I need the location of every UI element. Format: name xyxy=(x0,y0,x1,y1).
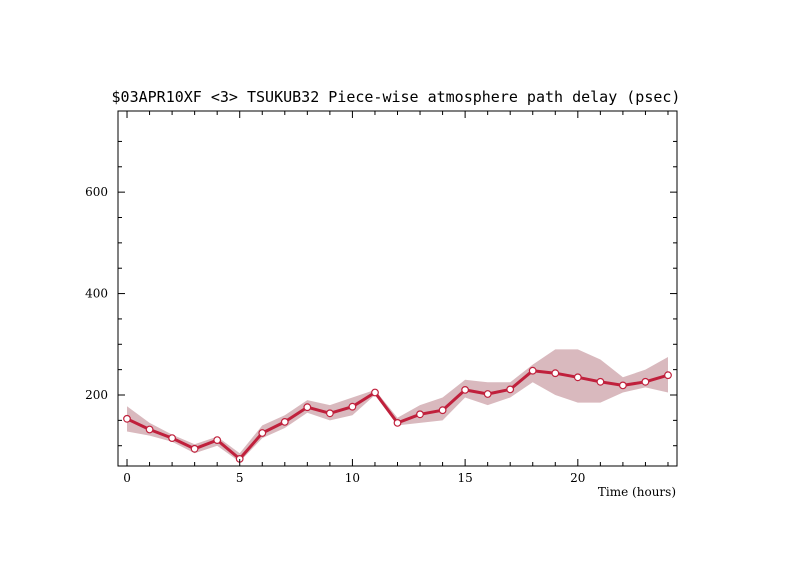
data-point xyxy=(371,388,379,397)
data-point xyxy=(664,371,672,380)
data-point xyxy=(528,366,537,375)
data-point xyxy=(438,406,447,415)
data-points xyxy=(123,366,672,463)
x-tick-label: 0 xyxy=(123,471,131,485)
chart-title: $03APR10XF <3> TSUKUB32 Piece-wise atmos… xyxy=(112,88,681,106)
data-point xyxy=(348,402,357,411)
data-point xyxy=(619,381,627,390)
x-tick-label: 20 xyxy=(570,471,585,485)
data-point xyxy=(596,377,605,386)
plot-frame xyxy=(117,110,678,467)
data-point xyxy=(416,410,424,419)
data-point xyxy=(641,377,650,386)
x-tick-labels: 0 5 10 15 20 xyxy=(123,471,585,485)
y-tick-label: 600 xyxy=(85,185,108,199)
x-tick-label: 15 xyxy=(457,471,472,485)
data-point xyxy=(145,425,154,434)
y-tick-label: 400 xyxy=(85,287,108,301)
data-point xyxy=(280,418,289,426)
data-point xyxy=(213,436,222,445)
axis-ticks xyxy=(118,111,677,466)
data-point xyxy=(168,434,177,443)
data-point xyxy=(461,386,470,394)
data-point xyxy=(573,373,582,382)
data-point xyxy=(326,409,334,418)
data-point xyxy=(303,403,312,412)
data-point xyxy=(258,429,267,437)
data-point xyxy=(393,419,402,427)
x-tick-label: 10 xyxy=(345,471,360,485)
data-point xyxy=(190,444,199,453)
x-axis-label: Time (hours) xyxy=(598,485,676,499)
data-point xyxy=(483,390,492,398)
data-point xyxy=(123,414,131,423)
y-tick-label: 200 xyxy=(85,388,108,402)
data-point xyxy=(506,385,515,394)
x-tick-label: 5 xyxy=(236,471,244,485)
plot-area xyxy=(123,349,672,463)
y-tick-labels: 200 400 600 xyxy=(85,185,108,402)
data-point xyxy=(551,369,560,378)
